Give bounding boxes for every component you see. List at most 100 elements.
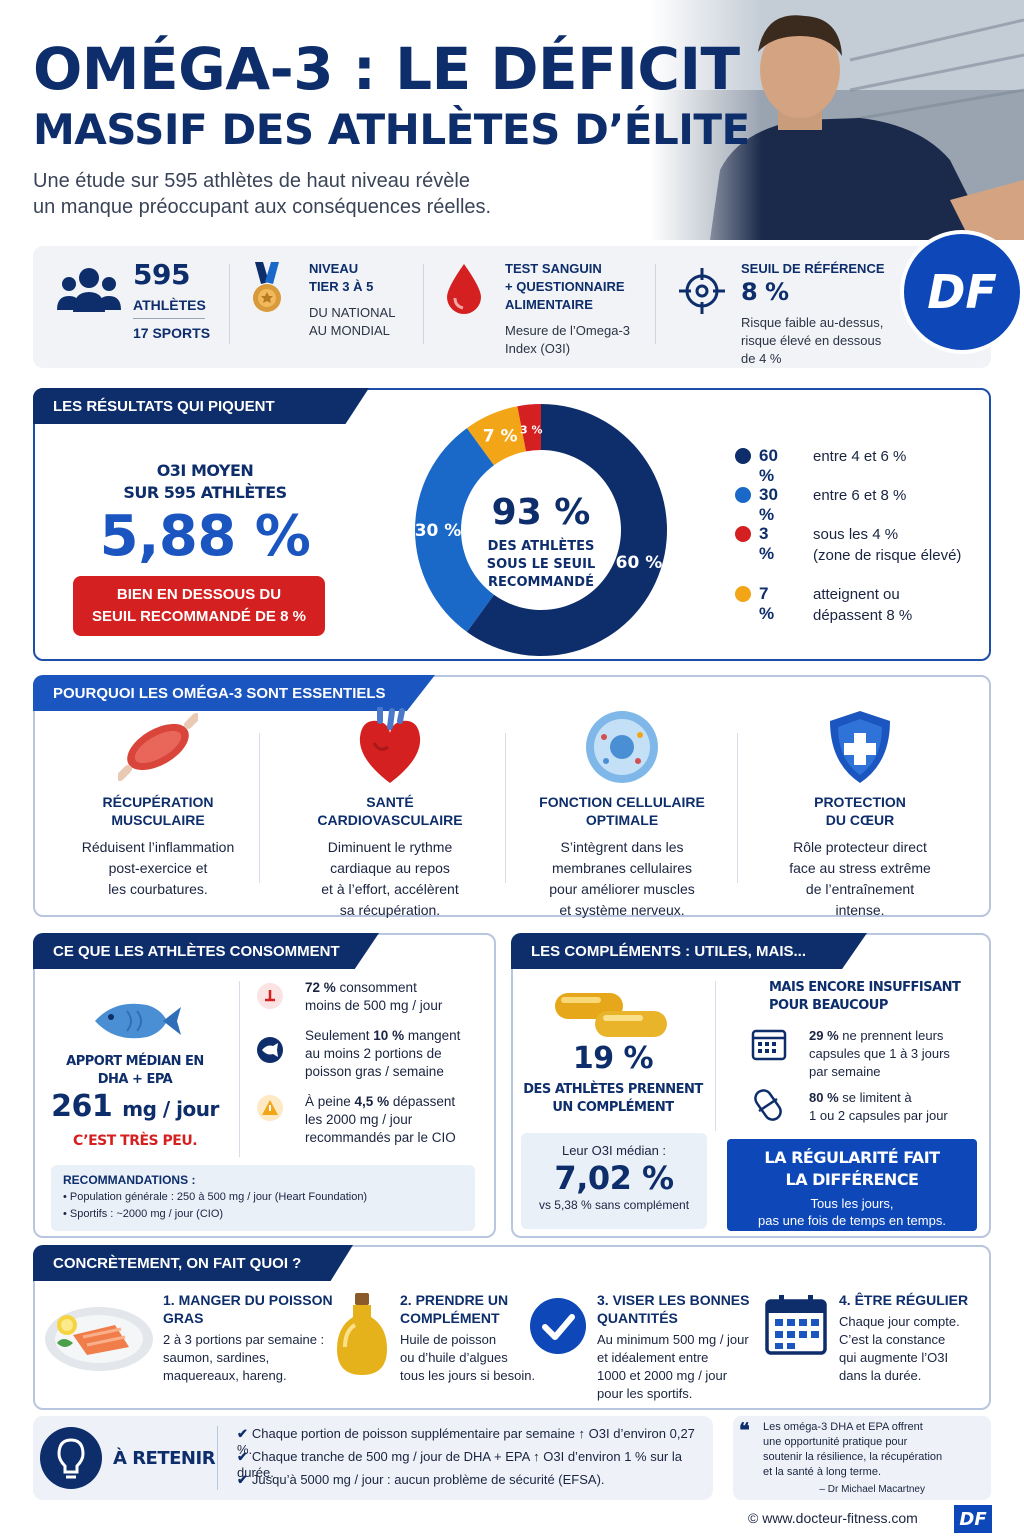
why-heart-text1: Diminuent le rythme bbox=[327, 839, 453, 855]
fish-small-icon bbox=[257, 1037, 283, 1063]
below-badge-line2: SEUIL RECOMMANDÉ DE 8 % bbox=[92, 608, 306, 625]
quote-author: – Dr Michael Macartney bbox=[819, 1484, 925, 1495]
step4-text4: dans la durée. bbox=[839, 1368, 922, 1383]
b3-bold: 4,5 % bbox=[354, 1094, 390, 1109]
footer-url[interactable]: © www.docteur-fitness.com bbox=[748, 1510, 918, 1526]
checkmark-icon bbox=[530, 1298, 586, 1354]
legend-label: entre 4 et 6 % bbox=[813, 446, 993, 467]
consumption-tab: CE QUE LES ATHLÈTES CONSOMMENT bbox=[33, 933, 379, 969]
takeaway-1: ✔ Chaque portion de poisson supplémentair… bbox=[237, 1426, 713, 1457]
recommendations-box: RECOMMANDATIONS : • Population générale … bbox=[51, 1165, 475, 1231]
regularity-title1: LA RÉGULARITÉ FAIT bbox=[764, 1148, 940, 1167]
subtitle-line2: un manque préoccupant aux conséquences r… bbox=[33, 196, 492, 218]
supplements-pct: 19 % bbox=[572, 1041, 654, 1076]
why-heart-text2: cardiaque au repos bbox=[330, 860, 450, 876]
why-shield-text3: de l’entraînement bbox=[805, 881, 915, 897]
why-cell-text4: et système nerveux. bbox=[559, 902, 685, 918]
why-cell-title2: OPTIMALE bbox=[585, 812, 659, 828]
step1-title2: GRAS bbox=[163, 1310, 204, 1326]
donut-center-value: 93 % bbox=[492, 492, 591, 533]
blood-drop-icon bbox=[447, 264, 481, 319]
athlete-illustration bbox=[650, 0, 1024, 240]
step2-title2: COMPLÉMENT bbox=[400, 1310, 500, 1326]
subtitle-line1: Une étude sur 595 athlètes de haut nivea… bbox=[33, 170, 470, 192]
regularity-text2: pas une fois de temps en temps. bbox=[758, 1213, 946, 1228]
why-item-shield: PROTECTION DU CŒUR Rôle protecteur direct… bbox=[745, 707, 975, 921]
median-intake-line1: APPORT MÉDIAN EN bbox=[66, 1054, 204, 1069]
quote-line1: Les oméga-3 DHA et EPA offrent bbox=[763, 1421, 923, 1433]
supplements-pct-line2: UN COMPLÉMENT bbox=[552, 1100, 674, 1115]
df-logo: DF bbox=[900, 230, 1024, 354]
why-muscle-title2: MUSCULAIRE bbox=[111, 812, 205, 828]
step2-title1: 2. PRENDRE UN bbox=[400, 1292, 509, 1308]
key-takeaways-box: À RETENIR ✔ Chaque portion de poisson sup… bbox=[33, 1416, 713, 1500]
concrete-tab: CONCRÈTEMENT, ON FAIT QUOI ? bbox=[33, 1245, 353, 1281]
below-badge-line1: BIEN EN DESSOUS DU bbox=[116, 586, 282, 603]
step1-text3: maquereaux, hareng. bbox=[163, 1368, 287, 1383]
legend-pct: 7 % bbox=[759, 584, 775, 623]
step1-title: 1. MANGER DU POISSON GRAS bbox=[163, 1291, 333, 1327]
step3-text1: Au minimum 500 mg / jour bbox=[597, 1332, 749, 1347]
capsules-icon bbox=[555, 993, 667, 1037]
fish-icon bbox=[95, 1003, 181, 1039]
calendar-large-icon bbox=[765, 1295, 827, 1355]
results-section: LES RÉSULTATS QUI PIQUENT O3I MOYEN SUR … bbox=[33, 388, 991, 661]
supplement-o3i-box: Leur O3I médian : 7,02 % vs 5,38 % sans … bbox=[521, 1133, 707, 1229]
check-icon: ✔ bbox=[237, 1426, 248, 1441]
median-intake-number: 261 bbox=[51, 1089, 113, 1124]
step4-text2: C’est la constance bbox=[839, 1332, 946, 1347]
o3i-mean-value: 5,88 % bbox=[99, 504, 311, 569]
consumption-section: CE QUE LES ATHLÈTES CONSOMMENT APPORT MÉ… bbox=[33, 933, 496, 1238]
step1-text2: saumon, sardines, bbox=[163, 1350, 270, 1365]
legend-dot bbox=[735, 448, 751, 464]
calendar-icon bbox=[751, 1029, 787, 1061]
insufficient-line2: POUR BEAUCOUP bbox=[769, 998, 888, 1013]
legend-label-line1: sous les 4 % bbox=[813, 526, 899, 543]
legend-dot bbox=[735, 586, 751, 602]
donut-label-2: 7 % bbox=[483, 426, 518, 446]
why-cell-text2: membranes cellulaires bbox=[551, 860, 693, 876]
b1-line2: moins de 500 mg / jour bbox=[305, 998, 443, 1013]
step4-text: Chaque jour compte. C’est la constance qui… bbox=[839, 1313, 960, 1385]
recommendations-heading: RECOMMANDATIONS : bbox=[63, 1173, 196, 1187]
concrete-section: CONCRÈTEMENT, ON FAIT QUOI ? 1. MANGER D… bbox=[33, 1245, 991, 1410]
donut-slice-0 bbox=[466, 404, 667, 656]
seuil-heading: SEUIL DE RÉFÉRENCE bbox=[741, 261, 885, 276]
step2-text3: tous les jours si besoin. bbox=[400, 1368, 536, 1383]
b3-line3: recommandés par le CIO bbox=[305, 1130, 456, 1145]
test-heading3: ALIMENTAIRE bbox=[505, 297, 593, 312]
check-icon: ✔ bbox=[237, 1472, 248, 1487]
footer-logo: DF bbox=[954, 1505, 992, 1533]
b1-bold: 72 % bbox=[305, 980, 336, 995]
b1-rest: consomment bbox=[335, 980, 417, 995]
step1-title1: 1. MANGER DU POISSON bbox=[163, 1292, 333, 1308]
oil-bottle-icon bbox=[337, 1293, 387, 1375]
recommendation-general: • Population générale : 250 à 500 mg / j… bbox=[63, 1191, 368, 1203]
why-heart-text3: et à l’effort, accélèrent bbox=[321, 881, 459, 897]
step3-text2: et idéalement entre bbox=[597, 1350, 709, 1365]
muscle-icon bbox=[118, 713, 198, 781]
supplement-o3i-label: Leur O3I médian : bbox=[561, 1143, 667, 1158]
down-arrow-icon bbox=[257, 983, 283, 1009]
medal-icon bbox=[251, 262, 283, 323]
o3i-distribution-donut: 60 % 30 % 7 % 3 % 93 % DES ATHLÈTES SOUS LE… bbox=[415, 404, 667, 656]
legend-label-line1: entre 6 et 8 % bbox=[813, 487, 907, 504]
legend-dot bbox=[735, 487, 751, 503]
b3-line2: les 2000 mg / jour bbox=[305, 1112, 413, 1127]
donut-slice-2 bbox=[466, 406, 527, 466]
sports-count: 17 SPORTS bbox=[133, 325, 211, 341]
supplement-o3i-comparison: vs 5,38 % sans complément bbox=[538, 1198, 690, 1212]
results-tab: LES RÉSULTATS QUI PIQUENT bbox=[33, 388, 369, 424]
salmon-plate-icon bbox=[45, 1307, 153, 1371]
s1-line3: par semaine bbox=[809, 1064, 881, 1079]
b3-pre: À peine bbox=[305, 1094, 355, 1109]
s1-rest: ne prennent leurs bbox=[838, 1028, 944, 1043]
cell-icon bbox=[586, 711, 658, 783]
test-text1: Mesure de l’Omega-3 bbox=[505, 323, 630, 338]
donut-center-line3: RECOMMANDÉ bbox=[488, 574, 594, 590]
s2-rest: se limitent à bbox=[838, 1090, 912, 1105]
shield-icon bbox=[830, 711, 890, 783]
why-section: POURQUOI LES OMÉGA-3 SONT ESSENTIELS RÉC… bbox=[33, 675, 991, 918]
consumption-bullet1: 72 % consomment moins de 500 mg / jour bbox=[305, 979, 485, 1015]
step2-text1: Huile de poisson bbox=[400, 1332, 497, 1347]
